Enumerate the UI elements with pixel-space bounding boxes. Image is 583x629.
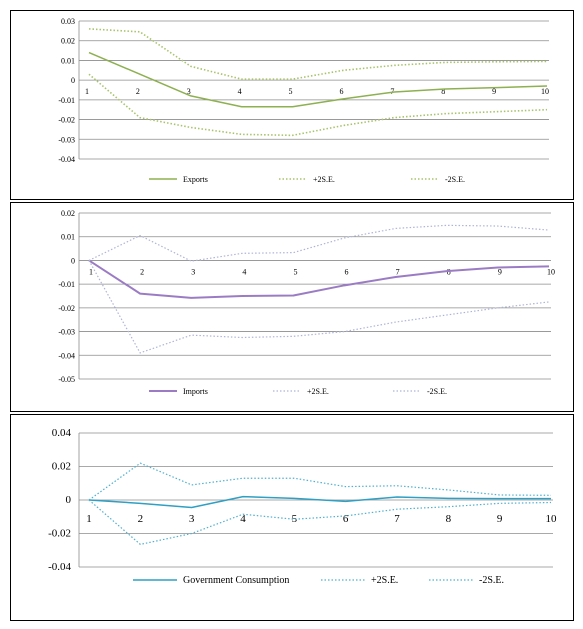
y-tick-label: -0.04 <box>48 561 71 573</box>
y-tick-label: -0.03 <box>58 328 75 337</box>
y-tick-label: 0.02 <box>52 461 71 473</box>
y-tick-label: -0.01 <box>58 280 75 289</box>
x-tick-label: 1 <box>89 267 93 276</box>
y-tick-label: 0.01 <box>61 233 75 242</box>
series-line-upper-band <box>88 28 548 80</box>
x-tick-label: 1 <box>85 87 89 96</box>
legend-label: -2S.E. <box>427 387 447 396</box>
government-consumption-chart-panel: 0.04 0.02 0 -0.02 -0.04 1 2 3 4 5 6 7 8 9 10 Government… <box>10 414 574 621</box>
x-tick-label: 6 <box>343 513 349 525</box>
x-tick-label: 9 <box>497 513 503 525</box>
exports-chart-panel: 0.03 0.02 0.01 0 -0.01 -0.02 -0.03 -0.04 1 2 3 4 5 6 7… <box>10 10 574 200</box>
legend-label: +2S.E. <box>307 387 329 396</box>
x-tick-label: 5 <box>289 87 293 96</box>
series-line-main <box>88 259 550 299</box>
legend-label: +2S.E. <box>313 175 335 184</box>
legend-label: Exports <box>183 175 208 184</box>
y-tick-label: -0.02 <box>58 304 75 313</box>
y-tick-label: -0.05 <box>58 375 75 384</box>
series-line-lower-band <box>88 499 552 545</box>
x-tick-label: 10 <box>541 87 549 96</box>
y-tick-label: -0.02 <box>58 116 75 125</box>
y-tick-label: -0.02 <box>48 528 71 540</box>
x-tick-label: 5 <box>293 267 297 276</box>
legend-label: +2S.E. <box>371 575 398 586</box>
y-tick-label: -0.03 <box>58 135 75 144</box>
x-tick-label: 6 <box>339 87 343 96</box>
x-tick-label: 1 <box>86 513 92 525</box>
line-chart-3: 0.04 0.02 0 -0.02 -0.04 1 2 3 4 5 6 7 8 9 10 Government… <box>48 427 558 586</box>
series-line-lower-band <box>88 73 548 137</box>
y-tick-label: 0.02 <box>61 37 75 46</box>
series-line-lower-band <box>88 260 550 354</box>
legend-label: Imports <box>183 387 208 396</box>
x-tick-label: 4 <box>238 87 242 96</box>
y-tick-label: 0.03 <box>61 17 75 26</box>
x-tick-label: 10 <box>546 513 558 525</box>
imports-chart-panel: 0.02 0.01 0 -0.01 -0.02 -0.03 -0.04 -0.05 1 2 3 4 5 6… <box>10 202 574 412</box>
y-tick-label: -0.04 <box>58 351 75 360</box>
series-line-main <box>88 51 548 108</box>
y-tick-label: -0.01 <box>58 96 75 105</box>
x-tick-label: 5 <box>292 513 298 525</box>
x-tick-label: 8 <box>441 87 445 96</box>
x-tick-label: 3 <box>191 267 195 276</box>
x-tick-label: 2 <box>140 267 144 276</box>
y-tick-label: 0 <box>66 494 72 506</box>
line-chart-2: 0.02 0.01 0 -0.01 -0.02 -0.03 -0.04 -0.05 1 2 3 4 5 6… <box>58 209 555 396</box>
x-tick-label: 3 <box>189 513 195 525</box>
x-tick-label: 8 <box>446 513 452 525</box>
series-line-upper-band <box>88 462 552 501</box>
x-tick-label: 3 <box>187 87 191 96</box>
x-tick-label: 4 <box>240 513 246 525</box>
y-tick-label: 0.01 <box>61 56 75 65</box>
x-tick-label: 7 <box>396 267 400 276</box>
legend-label: -2S.E. <box>445 175 465 184</box>
legend-label: -2S.E. <box>479 575 504 586</box>
x-tick-label: 9 <box>492 87 496 96</box>
x-tick-label: 2 <box>138 513 144 525</box>
series-line-main <box>88 495 551 509</box>
x-tick-label: 10 <box>547 267 555 276</box>
line-chart-1: 0.030.020.010-0.01-0.02-0.03-0.041 2 3 4 5 6 7… <box>58 17 549 184</box>
y-tick-label: 0.02 <box>61 209 75 218</box>
y-tick-label: 0 <box>71 76 75 85</box>
x-tick-label: 9 <box>498 267 502 276</box>
series-line-upper-band <box>88 224 550 262</box>
y-tick-label: 0.04 <box>52 427 72 439</box>
legend-label: Government Consumption <box>183 575 289 586</box>
y-tick-label: 0 <box>71 256 75 265</box>
y-tick-label: -0.04 <box>58 155 75 164</box>
x-tick-label: 7 <box>394 513 400 525</box>
x-tick-label: 2 <box>136 87 140 96</box>
x-tick-label: 4 <box>242 267 246 276</box>
x-tick-label: 6 <box>345 267 349 276</box>
